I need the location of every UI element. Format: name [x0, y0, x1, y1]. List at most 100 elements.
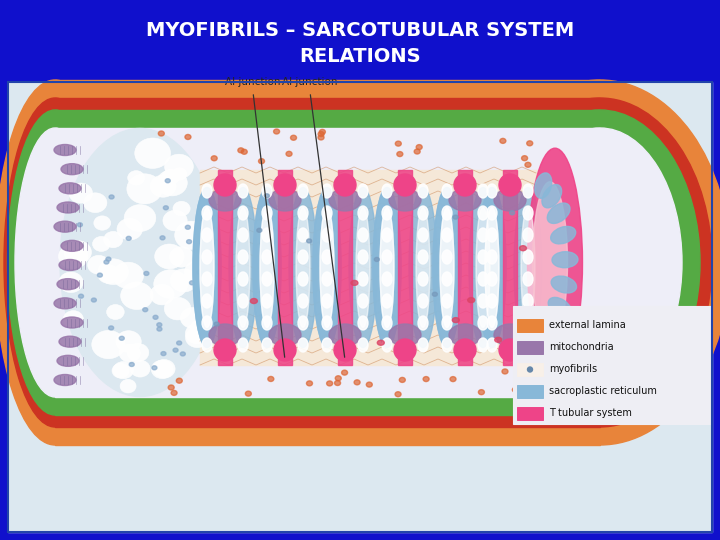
Ellipse shape — [527, 141, 533, 146]
Ellipse shape — [487, 206, 497, 220]
Ellipse shape — [257, 228, 262, 232]
Ellipse shape — [442, 272, 452, 286]
Ellipse shape — [322, 228, 332, 242]
Ellipse shape — [432, 292, 437, 296]
Ellipse shape — [547, 203, 570, 224]
Ellipse shape — [327, 381, 333, 386]
Ellipse shape — [478, 272, 488, 286]
Ellipse shape — [349, 187, 377, 348]
Text: sacroplastic reticulum: sacroplastic reticulum — [549, 387, 657, 396]
Ellipse shape — [377, 340, 384, 345]
Ellipse shape — [544, 314, 564, 337]
Ellipse shape — [127, 174, 162, 204]
Ellipse shape — [513, 387, 518, 392]
Ellipse shape — [229, 187, 257, 348]
Text: MYOFIBRILS – SARCOTUBULAR SYSTEM: MYOFIBRILS – SARCOTUBULAR SYSTEM — [146, 21, 574, 39]
Ellipse shape — [262, 294, 272, 308]
Ellipse shape — [449, 324, 481, 346]
Ellipse shape — [382, 206, 392, 220]
Ellipse shape — [442, 184, 452, 198]
Ellipse shape — [291, 135, 297, 140]
Ellipse shape — [320, 130, 325, 134]
Ellipse shape — [298, 272, 308, 286]
Ellipse shape — [59, 260, 81, 271]
Ellipse shape — [499, 339, 521, 361]
Text: RELATIONS: RELATIONS — [300, 46, 420, 65]
Ellipse shape — [260, 207, 274, 327]
Ellipse shape — [382, 228, 392, 242]
Ellipse shape — [500, 110, 700, 415]
Ellipse shape — [262, 272, 272, 286]
Ellipse shape — [418, 294, 428, 308]
Ellipse shape — [236, 207, 250, 327]
Ellipse shape — [109, 195, 114, 199]
Ellipse shape — [150, 175, 176, 197]
Ellipse shape — [59, 183, 81, 194]
Ellipse shape — [373, 187, 401, 348]
Ellipse shape — [269, 189, 301, 211]
Ellipse shape — [440, 207, 454, 327]
Ellipse shape — [260, 207, 274, 327]
Ellipse shape — [57, 202, 79, 213]
Ellipse shape — [358, 316, 368, 330]
Ellipse shape — [172, 168, 187, 180]
Ellipse shape — [152, 366, 157, 370]
Bar — [517, 341, 543, 354]
Ellipse shape — [298, 184, 308, 198]
Ellipse shape — [238, 228, 248, 242]
Ellipse shape — [552, 252, 578, 268]
Ellipse shape — [452, 318, 459, 322]
Text: myofibrils: myofibrils — [549, 364, 597, 375]
Ellipse shape — [487, 338, 497, 352]
Ellipse shape — [63, 310, 84, 328]
Ellipse shape — [395, 141, 401, 146]
Ellipse shape — [60, 129, 220, 396]
Ellipse shape — [389, 324, 421, 346]
Ellipse shape — [61, 240, 83, 251]
Ellipse shape — [358, 294, 368, 308]
Ellipse shape — [478, 187, 506, 348]
Ellipse shape — [341, 370, 348, 375]
Ellipse shape — [454, 339, 476, 361]
Ellipse shape — [157, 323, 162, 327]
Ellipse shape — [262, 250, 272, 264]
Ellipse shape — [112, 363, 130, 378]
Ellipse shape — [535, 173, 552, 198]
Ellipse shape — [521, 207, 535, 327]
Ellipse shape — [91, 298, 96, 302]
Ellipse shape — [202, 206, 212, 220]
Ellipse shape — [334, 339, 356, 361]
Ellipse shape — [358, 338, 368, 352]
Ellipse shape — [551, 276, 577, 293]
Ellipse shape — [454, 174, 476, 196]
Ellipse shape — [150, 285, 174, 305]
Ellipse shape — [202, 228, 212, 242]
Ellipse shape — [336, 376, 341, 381]
Ellipse shape — [514, 187, 542, 348]
Ellipse shape — [168, 385, 174, 390]
Ellipse shape — [450, 376, 456, 382]
Ellipse shape — [298, 316, 308, 330]
Ellipse shape — [7, 110, 102, 415]
Ellipse shape — [144, 272, 149, 275]
Ellipse shape — [201, 291, 206, 295]
Ellipse shape — [269, 324, 301, 346]
Ellipse shape — [510, 211, 515, 215]
Ellipse shape — [124, 205, 156, 232]
Ellipse shape — [478, 228, 488, 242]
Ellipse shape — [382, 316, 392, 330]
Ellipse shape — [164, 298, 191, 320]
Ellipse shape — [416, 145, 422, 150]
Ellipse shape — [161, 352, 166, 356]
Ellipse shape — [262, 206, 272, 220]
Bar — [503, 170, 517, 365]
Bar — [517, 385, 543, 398]
Ellipse shape — [274, 174, 296, 196]
Ellipse shape — [238, 184, 248, 198]
Bar — [8, 82, 712, 532]
Bar — [517, 363, 543, 376]
Ellipse shape — [78, 223, 82, 227]
Ellipse shape — [117, 218, 143, 240]
Ellipse shape — [153, 360, 175, 378]
Ellipse shape — [104, 260, 109, 264]
